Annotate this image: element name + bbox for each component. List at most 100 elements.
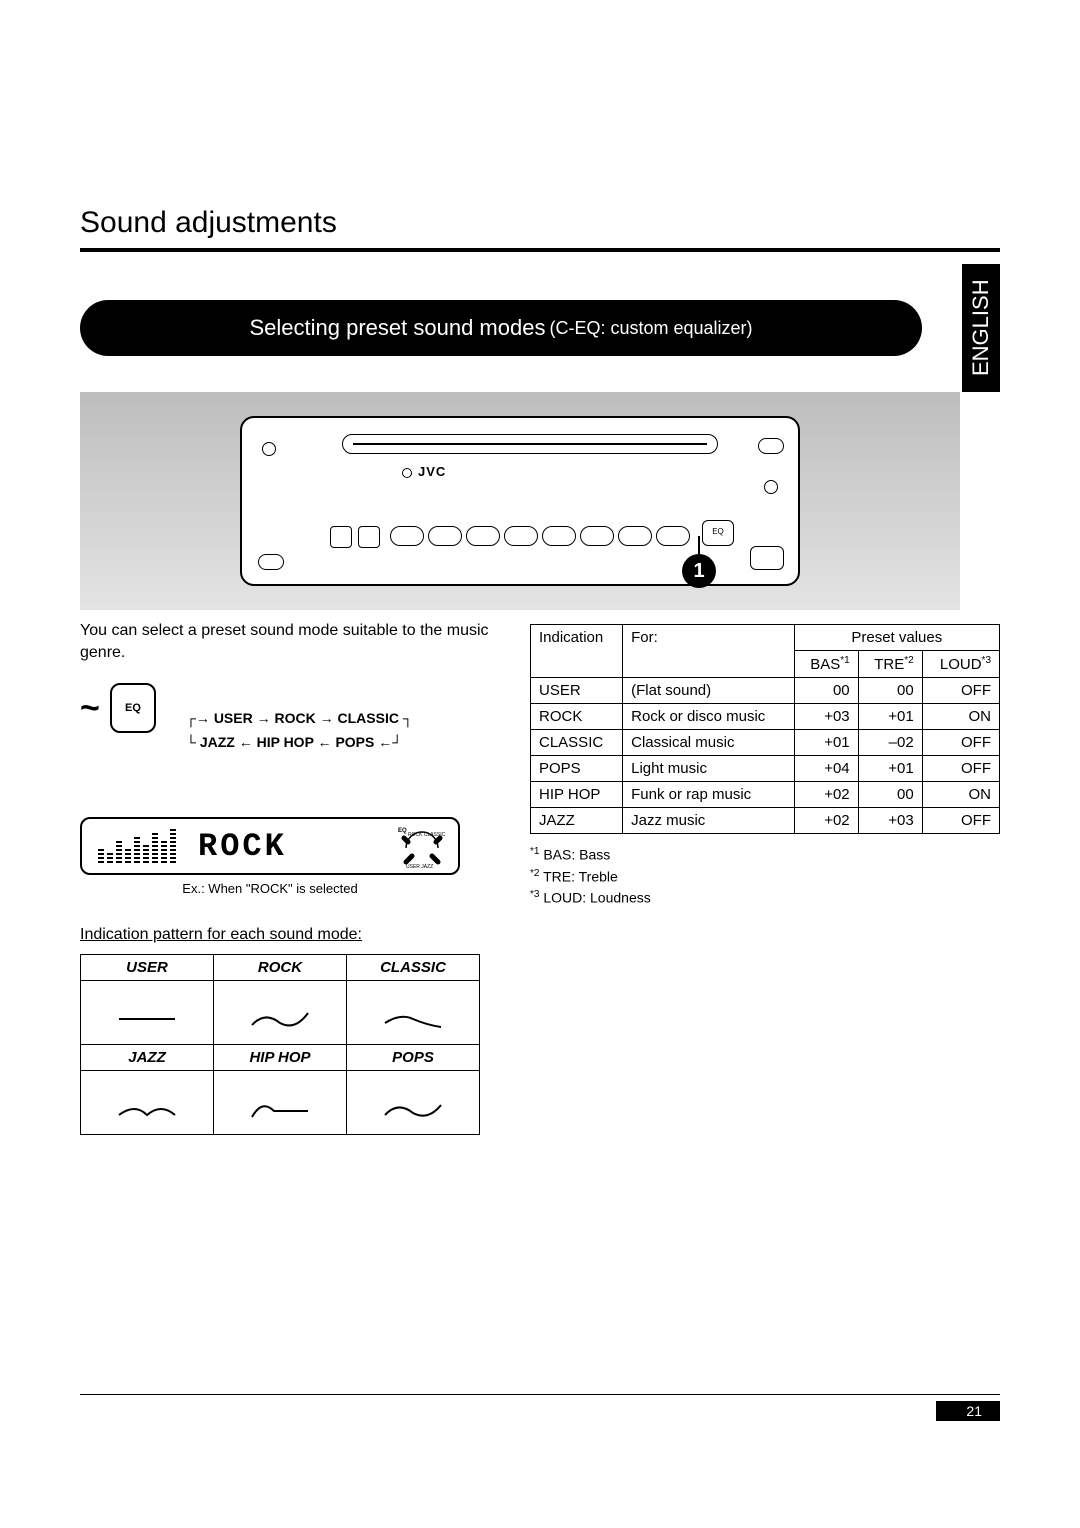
cell-indication: ROCK [531, 704, 623, 730]
num-button [466, 526, 500, 546]
dot-icon [764, 480, 778, 494]
svg-text:EQ: EQ [398, 828, 407, 834]
pattern-table: USER ROCK CLASSIC JAZZ HIP HOP POPS [80, 954, 480, 1135]
table-row: USER(Flat sound)0000OFF [531, 678, 1000, 704]
pattern-cell [81, 1071, 214, 1135]
svg-text:ROCK CLASSIC: ROCK CLASSIC [408, 832, 446, 838]
cell-for: Funk or rap music [623, 782, 795, 808]
pattern-cell [81, 981, 214, 1045]
num-button [542, 526, 576, 546]
num-button [618, 526, 652, 546]
device-outline: JVC EQ 1 [240, 416, 800, 586]
cell-bas: +03 [794, 704, 858, 730]
section-heading: Selecting preset sound modes [249, 315, 545, 341]
num-button [428, 526, 462, 546]
eq-key-icon: EQ [110, 683, 156, 733]
col-loud: LOUD*3 [922, 651, 999, 678]
pattern-cell [214, 981, 347, 1045]
col-tre: TRE*2 [858, 651, 922, 678]
pattern-header: USER [81, 955, 214, 981]
table-row: JAZZJazz music+02+03OFF [531, 808, 1000, 834]
cell-tre: +03 [858, 808, 922, 834]
device-illustration-panel: JVC EQ 1 [80, 392, 960, 610]
table-row: ROCKRock or disco music+03+01ON [531, 704, 1000, 730]
brand-label: JVC [402, 464, 446, 479]
preset-button [330, 526, 352, 548]
table-row: CLASSICClassical music+01–02OFF [531, 730, 1000, 756]
col-bas: BAS*1 [794, 651, 858, 678]
cell-indication: HIP HOP [531, 782, 623, 808]
cycle-sequence: ┌→ USER → ROCK → CLASSIC ┐ └ JAZZ ← HIP … [186, 707, 413, 755]
pattern-header: ROCK [214, 955, 347, 981]
pattern-header: HIP HOP [214, 1045, 347, 1071]
title-divider [80, 248, 1000, 252]
language-tab: ENGLISH [962, 264, 1000, 392]
cell-bas: +04 [794, 756, 858, 782]
section-heading-pill: Selecting preset sound modes (C-EQ: cust… [80, 300, 922, 356]
num-button [656, 526, 690, 546]
callout-number: 1 [682, 554, 716, 588]
cell-indication: CLASSIC [531, 730, 623, 756]
cd-slot [342, 434, 718, 454]
lcd-mode-text: ROCK [198, 828, 287, 865]
footnotes: *1 BAS: Bass *2 TRE: Treble *3 LOUD: Lou… [530, 844, 1000, 909]
col-preset-values: Preset values [794, 625, 999, 651]
cell-loud: OFF [922, 808, 999, 834]
pattern-label: Indication pattern for each sound mode: [80, 926, 510, 944]
preset-button [358, 526, 380, 548]
num-button [580, 526, 614, 546]
cell-tre: 00 [858, 782, 922, 808]
col-indication: Indication [531, 625, 623, 678]
right-column: Indication For: Preset values BAS*1 TRE*… [530, 620, 1000, 1135]
aux-button [258, 554, 284, 570]
cell-for: (Flat sound) [623, 678, 795, 704]
cell-bas: 00 [794, 678, 858, 704]
table-row: POPSLight music+04+01OFF [531, 756, 1000, 782]
pattern-header: CLASSIC [347, 955, 480, 981]
eject-button [758, 438, 784, 454]
cell-for: Classical music [623, 730, 795, 756]
left-column: You can select a preset sound mode suita… [80, 620, 510, 1135]
cell-tre: –02 [858, 730, 922, 756]
cell-tre: +01 [858, 756, 922, 782]
pattern-cell [347, 1071, 480, 1135]
num-button [504, 526, 538, 546]
cell-indication: POPS [531, 756, 623, 782]
num-button [390, 526, 424, 546]
cell-loud: OFF [922, 678, 999, 704]
section-header: Selecting preset sound modes (C-EQ: cust… [80, 264, 1000, 392]
page-number: 21 [936, 1401, 1000, 1421]
cell-bas: +02 [794, 808, 858, 834]
cell-loud: ON [922, 782, 999, 808]
cell-tre: 00 [858, 678, 922, 704]
page-footer: 21 [80, 1394, 1000, 1420]
cell-indication: USER [531, 678, 623, 704]
cell-for: Rock or disco music [623, 704, 795, 730]
cell-loud: OFF [922, 730, 999, 756]
intro-text: You can select a preset sound mode suita… [80, 620, 510, 663]
lcd-display: ROCK EQ ROCK CLASSIC USER JAZZ [80, 817, 460, 875]
cell-for: Light music [623, 756, 795, 782]
pattern-header: JAZZ [81, 1045, 214, 1071]
preset-values-table: Indication For: Preset values BAS*1 TRE*… [530, 624, 1000, 834]
cell-indication: JAZZ [531, 808, 623, 834]
pattern-cell [347, 981, 480, 1045]
hold-icon: ~ [80, 689, 100, 728]
number-button-row [390, 526, 690, 546]
cell-loud: ON [922, 704, 999, 730]
table-row: HIP HOPFunk or rap music+0200ON [531, 782, 1000, 808]
cell-bas: +02 [794, 782, 858, 808]
pattern-header: POPS [347, 1045, 480, 1071]
page-title: Sound adjustments [80, 206, 1000, 240]
svg-text:USER JAZZ: USER JAZZ [406, 864, 433, 870]
eq-button: EQ [702, 520, 734, 546]
control-knob [750, 546, 784, 570]
pattern-cell [214, 1071, 347, 1135]
eq-cycle-diagram: ~ EQ ┌→ USER → ROCK → CLASSIC ┐ └ JAZZ ←… [80, 683, 510, 803]
cell-tre: +01 [858, 704, 922, 730]
content-columns: You can select a preset sound mode suita… [80, 620, 1000, 1135]
lcd-caption: Ex.: When "ROCK" is selected [80, 881, 460, 896]
callout-line [698, 536, 700, 554]
screw-hole-icon [262, 442, 276, 456]
cell-bas: +01 [794, 730, 858, 756]
